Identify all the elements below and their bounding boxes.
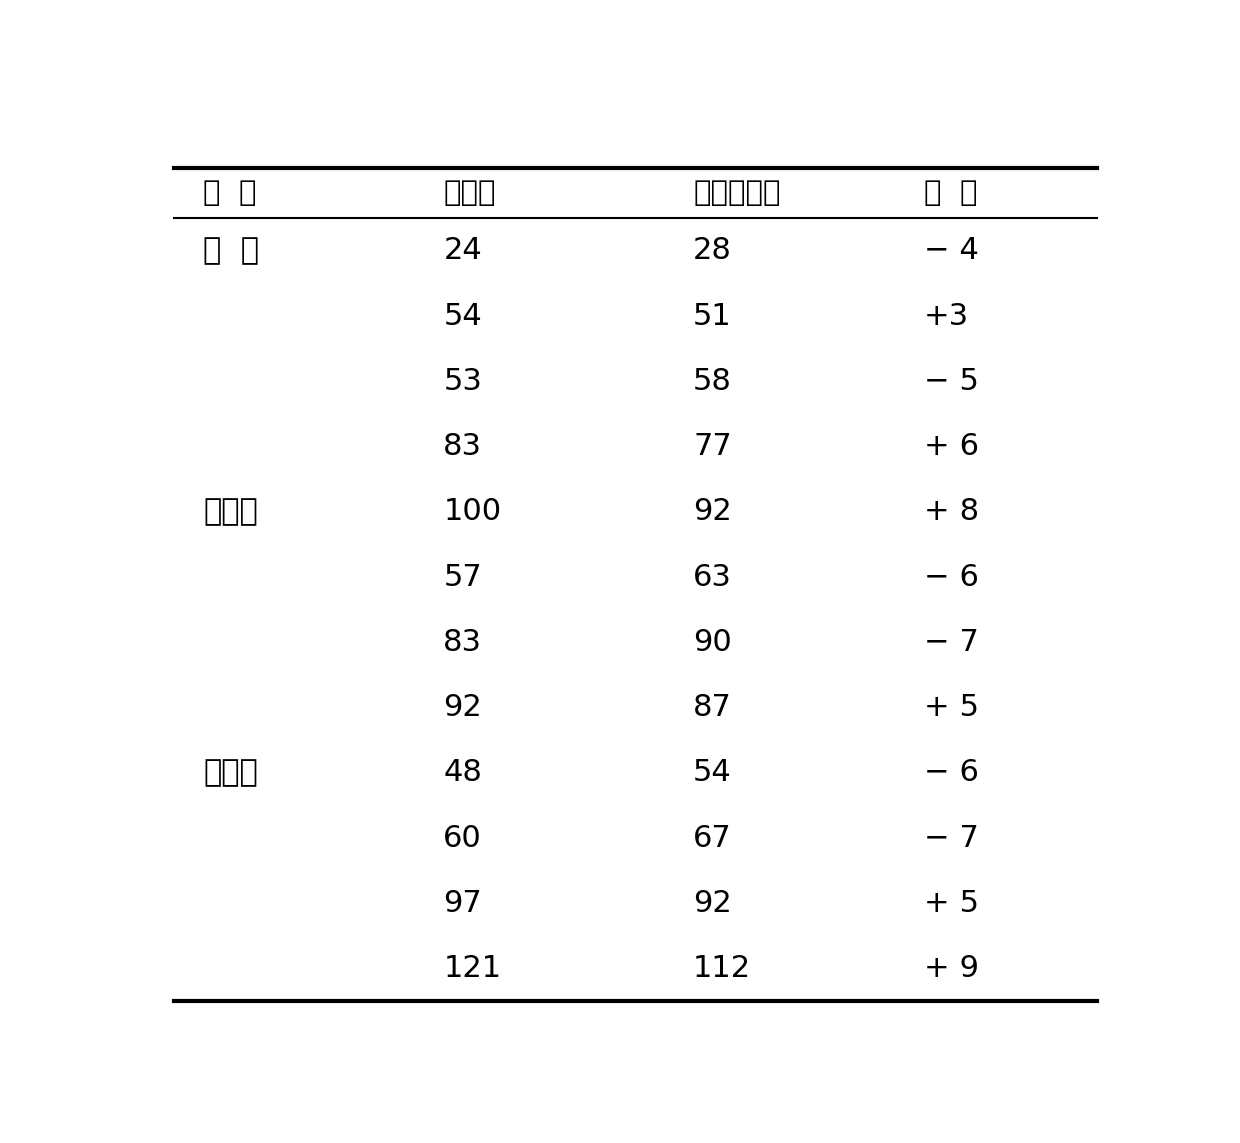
Text: 58: 58 (693, 367, 732, 395)
Text: − 7: − 7 (924, 628, 978, 657)
Text: 本方法: 本方法 (444, 178, 496, 207)
Text: 葡萄园: 葡萄园 (203, 759, 258, 788)
Text: +3: +3 (924, 302, 968, 330)
Text: + 5: + 5 (924, 889, 978, 918)
Text: − 5: − 5 (924, 367, 978, 395)
Text: 121: 121 (444, 954, 501, 983)
Text: 92: 92 (693, 497, 732, 527)
Text: 83: 83 (444, 432, 482, 461)
Text: 57: 57 (444, 562, 482, 592)
Text: 28: 28 (693, 237, 732, 265)
Text: 偏  差: 偏 差 (924, 178, 977, 207)
Text: − 6: − 6 (924, 759, 978, 788)
Text: − 4: − 4 (924, 237, 978, 265)
Text: 92: 92 (444, 693, 482, 722)
Text: 77: 77 (693, 432, 732, 461)
Text: 54: 54 (444, 302, 482, 330)
Text: 63: 63 (693, 562, 732, 592)
Text: 92: 92 (693, 889, 732, 918)
Text: 90: 90 (693, 628, 732, 657)
Text: + 6: + 6 (924, 432, 978, 461)
Text: 100: 100 (444, 497, 501, 527)
Text: 60: 60 (444, 824, 482, 853)
Text: 麦  田: 麦 田 (203, 237, 259, 265)
Text: 48: 48 (444, 759, 482, 788)
Text: 51: 51 (693, 302, 732, 330)
Text: 112: 112 (693, 954, 751, 983)
Text: 97: 97 (444, 889, 482, 918)
Text: − 6: − 6 (924, 562, 978, 592)
Text: + 5: + 5 (924, 693, 978, 722)
Text: 87: 87 (693, 693, 732, 722)
Text: 83: 83 (444, 628, 482, 657)
Text: 样  品: 样 品 (203, 178, 257, 207)
Text: 54: 54 (693, 759, 732, 788)
Text: 67: 67 (693, 824, 732, 853)
Text: 53: 53 (444, 367, 482, 395)
Text: − 7: − 7 (924, 824, 978, 853)
Text: + 8: + 8 (924, 497, 978, 527)
Text: 24: 24 (444, 237, 482, 265)
Text: 火焰光度法: 火焰光度法 (693, 178, 781, 207)
Text: + 9: + 9 (924, 954, 978, 983)
Text: 苹果园: 苹果园 (203, 497, 258, 527)
